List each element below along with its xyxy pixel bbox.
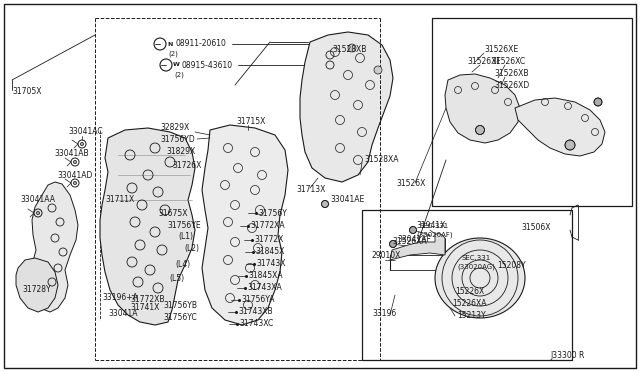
Polygon shape [100,128,195,325]
Bar [362,210,572,360]
Circle shape [390,241,397,247]
Text: 31772XA: 31772XA [250,221,285,231]
Text: 31845X: 31845X [255,247,284,257]
Text: 31756Y: 31756Y [258,208,287,218]
Text: 31713X: 31713X [296,186,325,195]
Polygon shape [16,258,58,312]
Text: 31506X: 31506X [521,224,550,232]
Text: (2): (2) [174,72,184,78]
Text: SEC.331: SEC.331 [462,255,492,261]
Text: 15226XA: 15226XA [452,299,486,308]
Text: 31743XB: 31743XB [238,308,273,317]
Text: (33020AG): (33020AG) [457,264,495,270]
Text: W: W [173,62,180,67]
Text: (2): (2) [168,51,178,57]
Bar [432,18,632,206]
Text: 33041A: 33041A [108,310,138,318]
Circle shape [476,125,484,135]
Text: 08911-20610: 08911-20610 [175,39,226,48]
Text: 33041AB: 33041AB [54,150,88,158]
Text: (L4): (L4) [175,260,190,269]
Text: N: N [167,42,172,46]
Text: 33196: 33196 [372,308,396,317]
Text: (L2): (L2) [184,244,199,253]
Text: 31526XB: 31526XB [494,70,529,78]
Text: 31741X: 31741X [130,302,159,311]
Circle shape [36,211,40,215]
Text: 31528XA: 31528XA [364,155,399,164]
Text: (33020AF): (33020AF) [416,232,452,238]
Text: 31756YD: 31756YD [160,135,195,144]
Text: 33041AE: 33041AE [330,196,364,205]
Text: SEC.331: SEC.331 [420,223,449,229]
Text: 15208Y: 15208Y [497,262,525,270]
Text: 33041AD: 33041AD [57,170,92,180]
Text: 08915-43610: 08915-43610 [181,61,232,70]
Text: 31756YE: 31756YE [167,221,200,231]
Text: 15213Y: 15213Y [457,311,486,321]
Text: 31726X: 31726X [172,160,202,170]
Circle shape [74,160,77,164]
Circle shape [410,227,417,234]
Text: 31845XA: 31845XA [248,272,283,280]
Polygon shape [202,125,288,325]
Polygon shape [30,182,78,312]
Polygon shape [445,74,520,143]
Circle shape [594,98,602,106]
Text: 33041AA: 33041AA [20,196,55,205]
Text: 31526XC: 31526XC [491,58,525,67]
Text: 31526XE: 31526XE [484,45,518,55]
Text: 33196+A: 33196+A [102,292,138,301]
Text: 31728Y: 31728Y [22,285,51,295]
Text: 31772XB: 31772XB [130,295,164,305]
Text: 31526XD: 31526XD [494,81,529,90]
Text: (L5): (L5) [169,273,184,282]
Text: 31526X: 31526X [396,179,426,187]
Text: 31528XB: 31528XB [332,45,366,55]
Circle shape [74,182,77,185]
Text: 31715X: 31715X [236,118,266,126]
Text: 31743XC: 31743XC [239,320,273,328]
Text: 31675X: 31675X [158,208,188,218]
Text: 31829X: 31829X [166,148,195,157]
Text: 15226X: 15226X [455,288,484,296]
Circle shape [374,66,382,74]
Text: 31743XA: 31743XA [247,283,282,292]
Polygon shape [300,32,393,182]
Circle shape [565,140,575,150]
Text: 31743X: 31743X [256,260,285,269]
Text: 31526XF: 31526XF [467,58,500,67]
Text: 31756YC: 31756YC [163,314,196,323]
Text: (L1): (L1) [178,232,193,241]
Text: 33041AF: 33041AF [397,235,431,244]
Text: 31772X: 31772X [254,235,284,244]
Text: 31526XA: 31526XA [392,237,427,247]
Polygon shape [390,233,445,260]
Text: 32829X: 32829X [160,124,189,132]
Text: 29010X: 29010X [371,251,401,260]
Text: 31941X: 31941X [416,221,445,231]
Polygon shape [515,98,605,156]
Text: 31711X: 31711X [105,196,134,205]
Text: J33300 R: J33300 R [550,350,584,359]
Text: 33041AC: 33041AC [68,128,102,137]
Text: 31705X: 31705X [12,87,42,96]
Circle shape [81,142,84,145]
Circle shape [321,201,328,208]
Text: 31756YA: 31756YA [241,295,275,305]
Text: 31756YB: 31756YB [163,301,197,310]
Ellipse shape [435,238,525,318]
Circle shape [348,44,356,52]
